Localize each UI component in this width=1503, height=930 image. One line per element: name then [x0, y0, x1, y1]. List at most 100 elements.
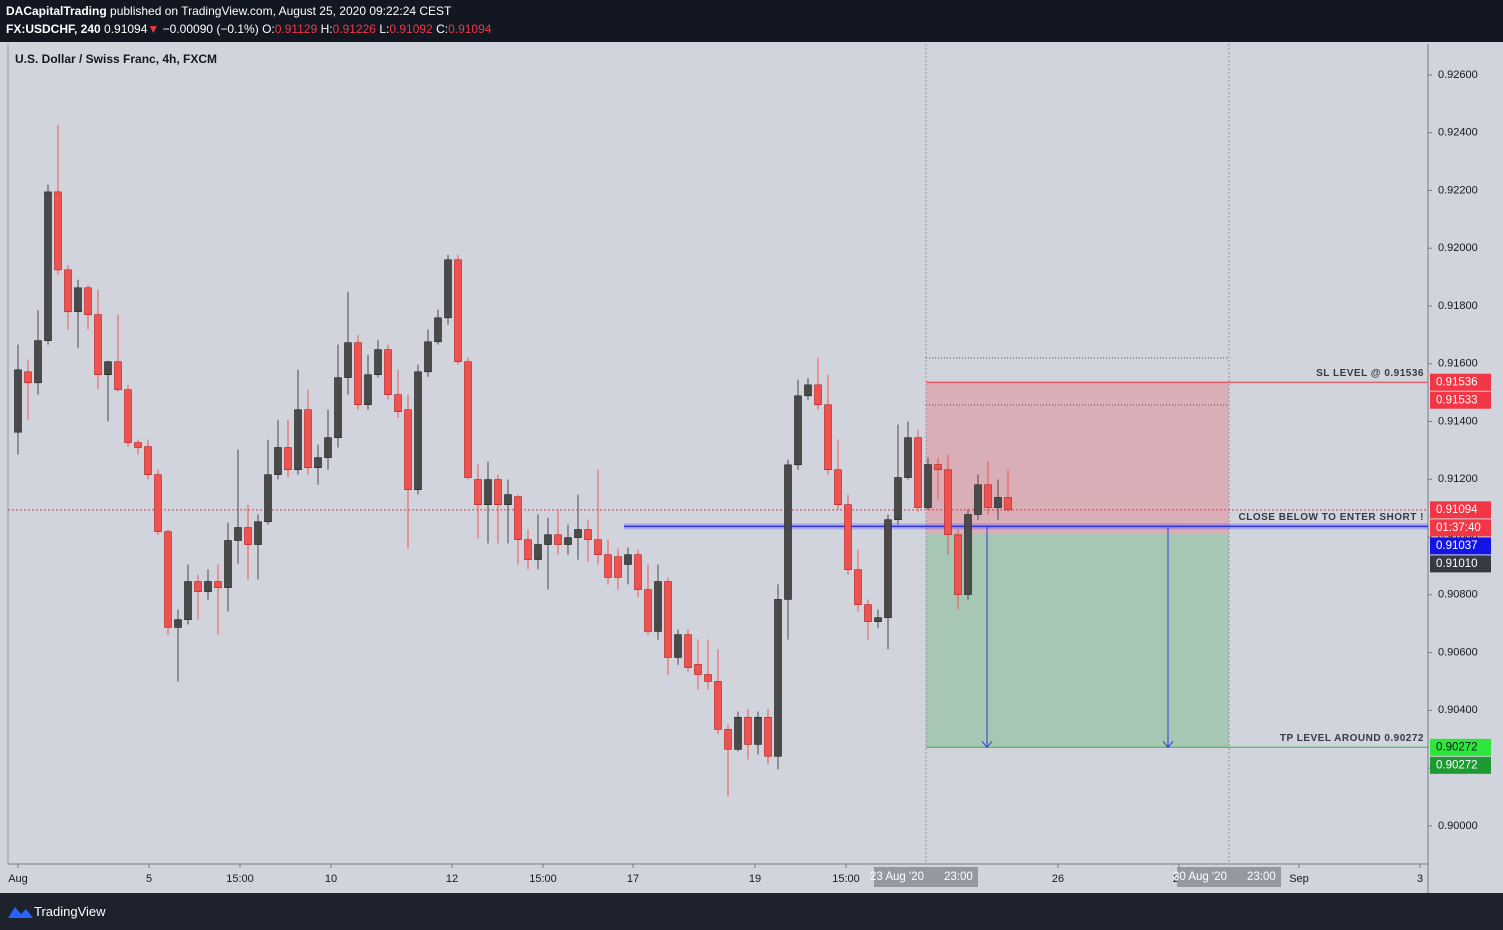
candle-body: [114, 361, 122, 391]
arrow-head: [1162, 740, 1174, 749]
x-tick-label: 26: [1052, 873, 1064, 885]
candle-body: [594, 539, 602, 555]
x-tick-label: Aug: [8, 873, 28, 885]
candle-body: [424, 341, 432, 373]
candle-body: [204, 581, 212, 592]
annotation: CLOSE BELOW TO ENTER SHORT !: [1239, 512, 1424, 523]
candle-body: [264, 474, 272, 523]
candle-body: [64, 269, 72, 313]
candle-body: [244, 527, 252, 545]
background: [0, 42, 1503, 893]
candle-body: [34, 340, 42, 384]
price-badge-label: 0.91536: [1436, 376, 1478, 388]
candle-body: [334, 377, 342, 438]
candle-body: [854, 569, 862, 605]
candle-body: [684, 634, 692, 668]
candle-body: [884, 519, 892, 618]
candle-body: [714, 681, 722, 730]
candle-body: [604, 554, 612, 578]
last: 0.91094: [104, 22, 148, 36]
candle-body: [184, 581, 192, 620]
candle-body: [304, 409, 312, 469]
chart: U.S. Dollar / Swiss Franc, 4h, FXCM 0.92…: [0, 42, 1503, 893]
price-badge: [1430, 391, 1491, 409]
x-tick-label: Sep: [1289, 873, 1309, 885]
candle-body: [84, 287, 92, 315]
candle-body: [904, 437, 912, 478]
candle-body: [944, 469, 952, 536]
candle-body: [934, 464, 942, 471]
price-badge-label: 0.91037: [1436, 540, 1478, 552]
candle-body: [644, 589, 652, 632]
chart-title: U.S. Dollar / Swiss Franc, 4h, FXCM: [15, 52, 217, 66]
candle-body: [984, 484, 992, 508]
x-tick-label: 19: [749, 873, 761, 885]
y-tick-label: 0.91600: [1438, 358, 1478, 370]
ohlc-key: C:: [436, 22, 449, 36]
symbol: FX:USDCHF, 240: [6, 22, 101, 36]
candle-body: [314, 457, 322, 469]
candle-body: [894, 477, 902, 521]
x-tick-label: 15:00: [226, 873, 254, 885]
ohlc-key: O:: [262, 22, 275, 36]
change: −0.00090 (−0.1%): [162, 22, 259, 36]
ohlc-value: 0.91094: [448, 22, 492, 36]
candle-body: [454, 259, 462, 363]
candle-body: [1004, 497, 1012, 511]
price-badge: [1430, 756, 1491, 774]
candle-body: [834, 469, 842, 505]
candle-body: [564, 537, 572, 545]
candle-body: [224, 540, 232, 588]
candle-body: [974, 484, 982, 515]
candle-body: [664, 581, 672, 658]
candle-body: [134, 442, 142, 448]
candle-body: [464, 361, 472, 478]
price-badge: [1430, 555, 1491, 573]
author: DACapitalTrading: [6, 4, 107, 18]
candle-body: [874, 617, 882, 622]
timer-label: 01:37:40: [1436, 522, 1481, 534]
ohlc-value: 0.91226: [332, 22, 376, 36]
candle-body: [774, 599, 782, 757]
candle-body: [914, 437, 922, 508]
y-tick-label: 0.91800: [1438, 300, 1478, 312]
price-badge: [1430, 501, 1491, 519]
candle-body: [784, 464, 792, 600]
candle-body: [154, 474, 162, 532]
price-badge-label: 0.90272: [1436, 741, 1478, 753]
header: DACapitalTrading published on TradingVie…: [0, 0, 1503, 42]
candle-body: [214, 581, 222, 588]
arrow-head: [981, 740, 993, 749]
candle-body: [324, 437, 332, 458]
y-tick-label: 0.92200: [1438, 184, 1478, 196]
x-tick-label: 17: [627, 873, 639, 885]
candle-body: [844, 504, 852, 570]
candle-body: [754, 716, 762, 745]
candle-body: [634, 554, 642, 590]
candle-body: [994, 497, 1002, 508]
candle-body: [194, 581, 202, 592]
candle-body: [804, 384, 812, 397]
candle-body: [964, 514, 972, 595]
annotation: TP LEVEL AROUND 0.90272: [1280, 733, 1424, 744]
y-tick-label: 0.91200: [1438, 473, 1478, 485]
candle-body: [164, 531, 172, 628]
y-tick-label: 0.92400: [1438, 127, 1478, 139]
price-badge: [1430, 537, 1491, 555]
candle-body: [104, 361, 112, 376]
candle-body: [254, 521, 262, 545]
candle-body: [364, 374, 372, 406]
candle-body: [524, 539, 532, 560]
published: published on TradingView.com, August 25,…: [110, 4, 452, 18]
y-tick-label: 0.90600: [1438, 646, 1478, 658]
price-badge-label: 0.90272: [1436, 759, 1478, 771]
candle-body: [494, 479, 502, 505]
arrow: ▼: [147, 22, 160, 36]
y-tick-label: 0.90400: [1438, 704, 1478, 716]
candle-body: [814, 384, 822, 406]
price-badge: [1430, 738, 1491, 756]
candle-body: [674, 634, 682, 658]
candle-body: [744, 716, 752, 745]
y-tick-label: 0.90000: [1438, 820, 1478, 832]
brand: TradingView: [34, 904, 106, 919]
